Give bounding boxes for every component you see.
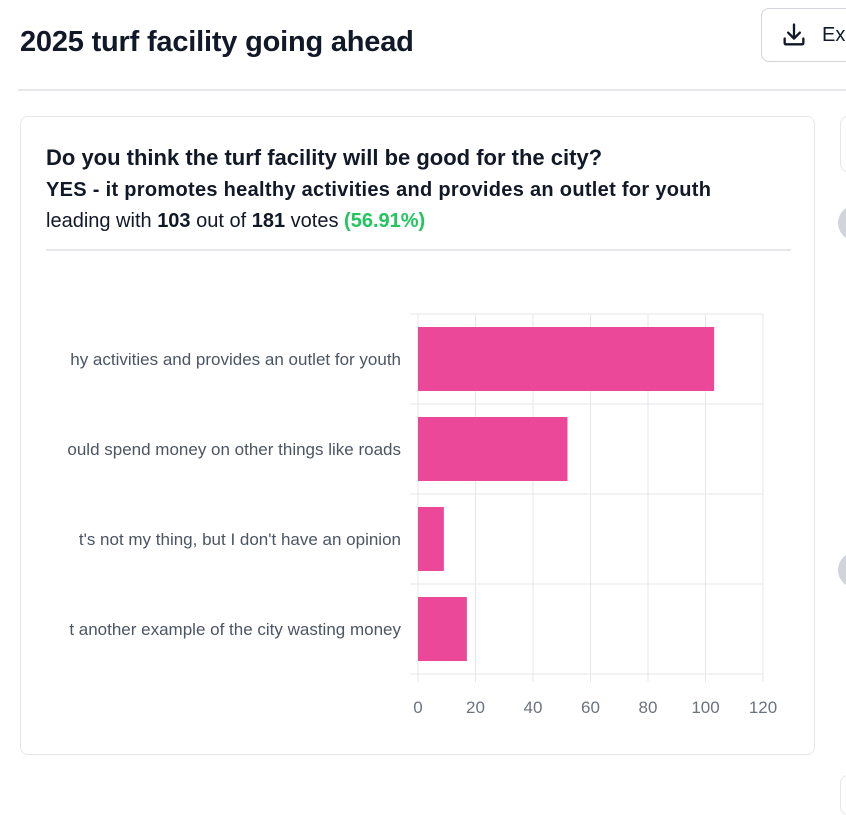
download-icon <box>783 23 805 46</box>
side-panel-edge <box>840 775 846 815</box>
leading-prefix: leading with <box>46 210 152 232</box>
x-tick-label: 20 <box>466 698 485 717</box>
x-tick-label: 60 <box>581 698 600 717</box>
category-label: t another example of the city wasting mo… <box>69 620 401 639</box>
total-votes: 181 <box>251 210 286 232</box>
x-tick-label: 100 <box>691 698 719 717</box>
export-label: Export <box>822 23 846 46</box>
results-chart: hy activities and provides an outlet for… <box>67 313 777 717</box>
votes-word: votes <box>290 210 339 232</box>
bar <box>418 597 467 661</box>
side-avatar <box>838 552 846 588</box>
x-tick-label: 0 <box>413 698 422 717</box>
leading-stats: leading with 103 out of 181 votes (56.91… <box>46 210 425 233</box>
header-divider <box>18 89 846 91</box>
x-tick-label: 120 <box>749 698 777 717</box>
bar <box>418 507 444 571</box>
x-tick-label: 40 <box>524 698 543 717</box>
bar <box>418 417 568 481</box>
side-avatar <box>838 205 846 241</box>
export-button[interactable]: Export <box>761 8 846 62</box>
side-panel-edge <box>840 116 846 172</box>
category-label: ould spend money on other things like ro… <box>67 440 401 459</box>
card-divider <box>46 249 791 251</box>
x-tick-label: 80 <box>639 698 658 717</box>
category-label: t's not my thing, but I don't have an op… <box>79 530 401 549</box>
leading-votes: 103 <box>157 210 191 232</box>
leading-option: YES - it promotes healthy activities and… <box>46 179 712 201</box>
leading-percent: (56.91%) <box>344 210 426 232</box>
page-title: 2025 turf facility going ahead <box>20 26 414 58</box>
category-label: hy activities and provides an outlet for… <box>70 350 401 369</box>
poll-question: Do you think the turf facility will be g… <box>46 145 603 170</box>
poll-card: Do you think the turf facility will be g… <box>20 116 815 755</box>
out-of-text: out of <box>196 210 247 232</box>
bar <box>418 327 715 391</box>
